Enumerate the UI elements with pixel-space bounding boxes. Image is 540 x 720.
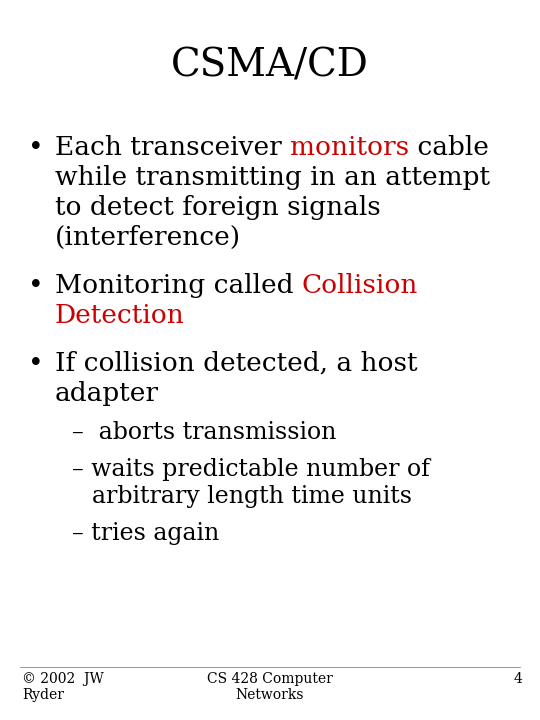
Text: adapter: adapter xyxy=(55,381,159,406)
Text: cable: cable xyxy=(409,135,489,160)
Text: Detection: Detection xyxy=(55,303,185,328)
Text: to detect foreign signals: to detect foreign signals xyxy=(55,195,381,220)
Text: If collision detected, a host: If collision detected, a host xyxy=(55,351,417,376)
Text: CSMA/CD: CSMA/CD xyxy=(171,48,369,85)
Text: – waits predictable number of: – waits predictable number of xyxy=(72,458,430,481)
Text: •: • xyxy=(28,135,44,160)
Text: – tries again: – tries again xyxy=(72,522,219,545)
Text: Monitoring called: Monitoring called xyxy=(55,273,302,298)
Text: CS 428 Computer
Networks: CS 428 Computer Networks xyxy=(207,672,333,702)
Text: 4: 4 xyxy=(513,672,522,686)
Text: while transmitting in an attempt: while transmitting in an attempt xyxy=(55,165,490,190)
Text: © 2002  JW
Ryder: © 2002 JW Ryder xyxy=(22,672,104,702)
Text: •: • xyxy=(28,273,44,298)
Text: •: • xyxy=(28,351,44,376)
Text: monitors: monitors xyxy=(290,135,409,160)
Text: Collision: Collision xyxy=(302,273,418,298)
Text: (interference): (interference) xyxy=(55,225,241,250)
Text: –  aborts transmission: – aborts transmission xyxy=(72,421,336,444)
Text: arbitrary length time units: arbitrary length time units xyxy=(92,485,412,508)
Text: Each transceiver: Each transceiver xyxy=(55,135,290,160)
